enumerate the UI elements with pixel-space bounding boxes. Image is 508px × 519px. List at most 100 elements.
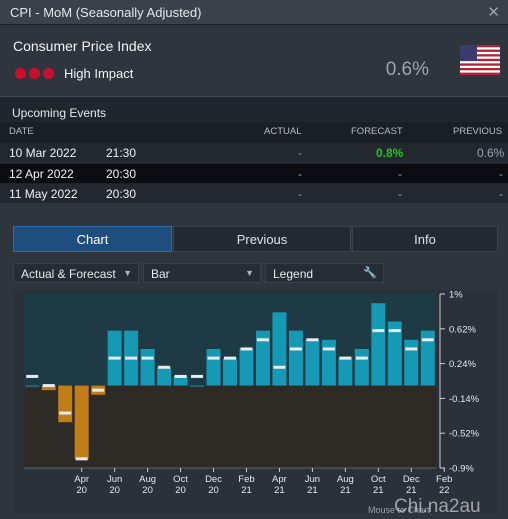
forecast-marker xyxy=(355,356,368,360)
close-icon[interactable]: ✕ xyxy=(487,4,500,21)
bar-actual[interactable] xyxy=(288,330,303,386)
forecast-marker xyxy=(289,347,302,351)
y-tick-label: -0.9% xyxy=(449,464,474,475)
forecast-marker xyxy=(174,374,187,378)
x-tick-year-label: 22 xyxy=(439,485,450,496)
tab-previous[interactable]: Previous xyxy=(173,226,351,252)
forecast-marker xyxy=(306,338,319,342)
forecast-marker xyxy=(191,374,204,378)
forecast-marker xyxy=(240,347,253,351)
chart-type-select[interactable]: Bar ▼ xyxy=(143,263,261,283)
col-date: DATE xyxy=(9,126,34,137)
bar-actual[interactable] xyxy=(58,385,73,423)
y-axis: 1% 0.62% 0.24% -0.14% -0.52% -0.9% xyxy=(439,290,480,475)
bar-actual[interactable] xyxy=(74,385,89,459)
x-tick-label: Apr xyxy=(74,474,89,485)
bar-actual[interactable] xyxy=(157,367,172,386)
table-row[interactable]: 12 Apr 2022 20:30 - - - xyxy=(0,163,508,183)
forecast-marker xyxy=(141,356,154,360)
row-previous: - xyxy=(499,167,503,181)
row-date: 11 May 2022 xyxy=(9,187,78,201)
x-tick-year-label: 21 xyxy=(406,485,417,496)
bar-actual[interactable] xyxy=(338,358,353,386)
tab-info[interactable]: Info xyxy=(352,226,498,252)
col-actual: ACTUAL xyxy=(264,126,302,137)
x-tick-year-label: 21 xyxy=(307,485,318,496)
chart-hint: Mouse to Chart xyxy=(368,505,430,515)
bar-actual[interactable] xyxy=(25,385,40,387)
y-tick-label: 1% xyxy=(449,290,463,301)
forecast-marker xyxy=(322,347,335,351)
bar-actual[interactable] xyxy=(206,348,221,386)
bar-actual[interactable] xyxy=(272,312,287,386)
forecast-marker xyxy=(388,329,401,333)
watermark: Chi.na2au xyxy=(394,496,481,517)
bar-actual[interactable] xyxy=(41,385,56,391)
bar-actual[interactable] xyxy=(173,376,188,386)
x-tick-label: Apr xyxy=(272,474,287,485)
forecast-marker xyxy=(273,365,286,369)
chart-type-value: Bar xyxy=(151,267,170,281)
bar-actual[interactable] xyxy=(305,339,320,386)
row-time: 21:30 xyxy=(106,146,137,160)
forecast-marker xyxy=(256,338,269,342)
bar-actual[interactable] xyxy=(239,348,254,386)
bar-actual[interactable] xyxy=(371,303,386,386)
bar-actual[interactable] xyxy=(354,348,369,386)
forecast-marker xyxy=(207,356,220,360)
x-tick-label: Oct xyxy=(371,474,386,485)
tab-chart[interactable]: Chart xyxy=(13,226,172,252)
cpi-bar-chart[interactable]: 1%0.62%0.24%-0.14%-0.52%-0.9% Apr20Jun20… xyxy=(13,290,497,513)
forecast-marker xyxy=(372,329,385,333)
x-tick-year-label: 21 xyxy=(373,485,384,496)
x-tick-label: Jun xyxy=(305,474,320,485)
row-previous: 0.6% xyxy=(477,146,505,160)
forecast-marker xyxy=(339,356,352,360)
x-tick-label: Aug xyxy=(337,474,354,485)
legend-toggle[interactable]: Legend 🔧 xyxy=(265,263,384,283)
x-tick-label: Oct xyxy=(173,474,188,485)
forecast-marker xyxy=(421,338,434,342)
bar-actual[interactable] xyxy=(321,339,336,386)
row-actual: - xyxy=(298,167,302,181)
forecast-marker xyxy=(59,411,72,415)
forecast-marker xyxy=(92,388,105,392)
forecast-marker xyxy=(42,384,55,388)
table-row[interactable]: 11 May 2022 20:30 - - - xyxy=(0,183,508,203)
forecast-marker xyxy=(26,374,39,378)
forecast-marker xyxy=(75,457,88,461)
bar-actual[interactable] xyxy=(140,348,155,386)
impact-dot-icon xyxy=(29,67,40,79)
bar-actual[interactable] xyxy=(255,330,270,386)
row-actual: - xyxy=(298,187,302,201)
bar-actual[interactable] xyxy=(404,339,419,386)
x-tick-year-label: 20 xyxy=(76,485,87,496)
row-forecast: 0.8% xyxy=(376,146,404,160)
row-previous: - xyxy=(499,187,503,201)
x-tick-label: Dec xyxy=(403,474,420,485)
x-tick-label: Feb xyxy=(436,474,452,485)
wrench-icon: 🔧 xyxy=(363,267,377,279)
y-tick-label: -0.14% xyxy=(449,394,480,405)
x-tick-year-label: 21 xyxy=(340,485,351,496)
bar-actual[interactable] xyxy=(420,330,435,386)
x-tick-label: Jun xyxy=(107,474,122,485)
x-tick-year-label: 20 xyxy=(175,485,186,496)
negative-region xyxy=(24,385,436,468)
x-tick-year-label: 20 xyxy=(109,485,120,496)
bar-actual[interactable] xyxy=(223,358,237,386)
forecast-markers xyxy=(26,329,434,461)
row-time: 20:30 xyxy=(106,167,137,181)
bar-actual[interactable] xyxy=(387,321,402,386)
forecast-marker xyxy=(405,347,418,351)
table-row[interactable]: 10 Mar 2022 21:30 - 0.8% 0.6% xyxy=(0,142,508,162)
legend-label: Legend xyxy=(273,267,314,281)
bar-actual[interactable] xyxy=(190,385,205,387)
x-tick-label: Dec xyxy=(205,474,222,485)
y-tick-label: 0.62% xyxy=(449,324,476,335)
latest-actual-value: 0.6% xyxy=(385,59,429,80)
x-tick-label: Feb xyxy=(238,474,254,485)
x-tick-year-label: 20 xyxy=(208,485,219,496)
impact-indicator: High Impact xyxy=(15,65,133,81)
series-select[interactable]: Actual & Forecast ▼ xyxy=(13,263,139,283)
